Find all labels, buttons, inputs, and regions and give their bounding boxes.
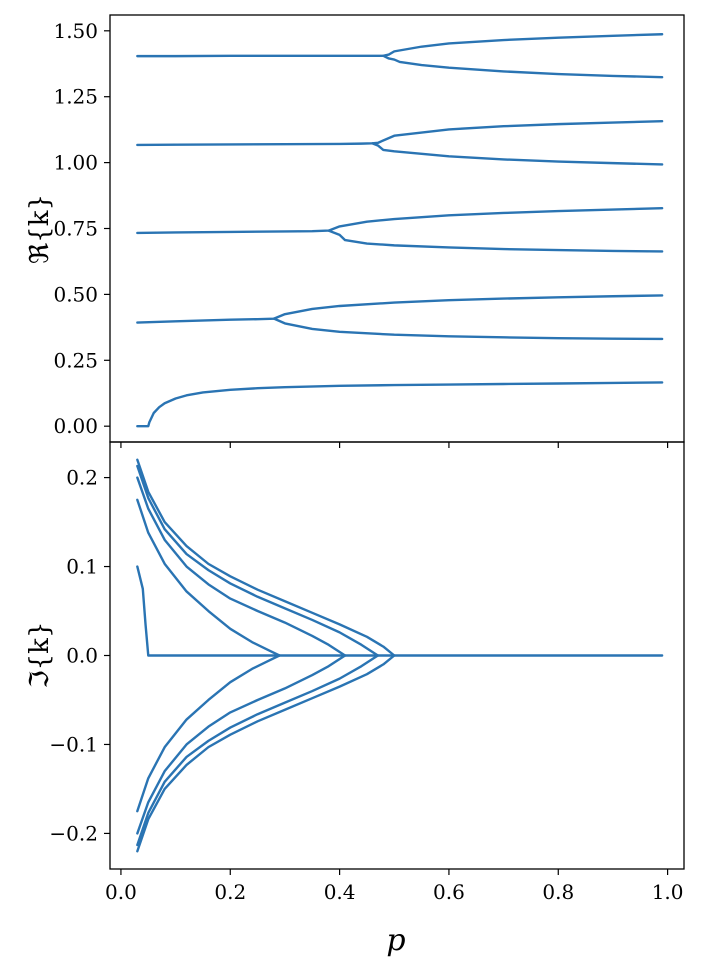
- bottom-series-line-8: [136, 458, 396, 657]
- top-y-tick-label: 0.50: [53, 282, 98, 306]
- top-y-tick-label: 1.50: [53, 19, 98, 43]
- bottom-series-line-4: [136, 476, 347, 657]
- bottom-series-line-6: [136, 464, 380, 657]
- top-y-tick-label: 1.25: [53, 85, 98, 109]
- bottom-x-tick-label: 0.4: [324, 880, 356, 904]
- top-series-line-2: [136, 294, 664, 324]
- top-series-line-5: [327, 229, 664, 253]
- top-series-line-1: [136, 381, 664, 428]
- top-y-tick-label: 0.75: [53, 217, 98, 241]
- top-series-line-7: [371, 142, 664, 166]
- top-axes-frame: [109, 14, 685, 443]
- bottom-series-line-2: [136, 498, 281, 657]
- top-series-line-8: [136, 33, 664, 58]
- top-series-line-6: [136, 120, 664, 147]
- bottom-panel: −0.2 −0.1 0.0 0.1 0.2 0.0 0.2 0.4 0.6 0.8 1.0: [49, 441, 685, 904]
- bottom-series-line-3: [136, 654, 281, 813]
- bottom-x-tick-label: 0.2: [214, 880, 246, 904]
- bottom-y-tick-label: 0.1: [66, 555, 98, 579]
- bottom-series-line-1: [136, 565, 664, 657]
- bottom-y-tick-label: −0.1: [49, 732, 98, 756]
- bottom-y-tick-label: 0.2: [66, 466, 98, 490]
- x-axis-label: p: [386, 923, 405, 958]
- bottom-y-axis-label: ℑ{k}: [25, 622, 55, 689]
- bottom-series-line-5: [136, 654, 347, 835]
- bottom-y-tick-label: −0.2: [49, 821, 98, 845]
- bottom-x-tick-label: 0.0: [105, 880, 137, 904]
- bottom-series-line-7: [136, 654, 380, 847]
- bottom-x-tick-label: 0.6: [433, 880, 465, 904]
- bottom-series-line-9: [136, 654, 396, 853]
- bottom-y-tick-label: 0.0: [66, 644, 98, 668]
- top-panel: 0.00 0.25 0.50 0.75 1.00 1.25 1.50: [53, 14, 685, 448]
- bottom-x-tick-label: 1.0: [652, 880, 684, 904]
- top-series-line-4: [136, 207, 664, 235]
- top-y-tick-label: 1.00: [53, 151, 98, 175]
- top-series-line-3: [272, 317, 664, 341]
- top-y-axis-label: ℜ{k}: [25, 194, 55, 264]
- bottom-x-tick-label: 0.8: [542, 880, 574, 904]
- top-series-line-9: [382, 54, 664, 79]
- top-y-tick-label: 0.00: [53, 414, 98, 438]
- top-y-tick-label: 0.25: [53, 348, 98, 372]
